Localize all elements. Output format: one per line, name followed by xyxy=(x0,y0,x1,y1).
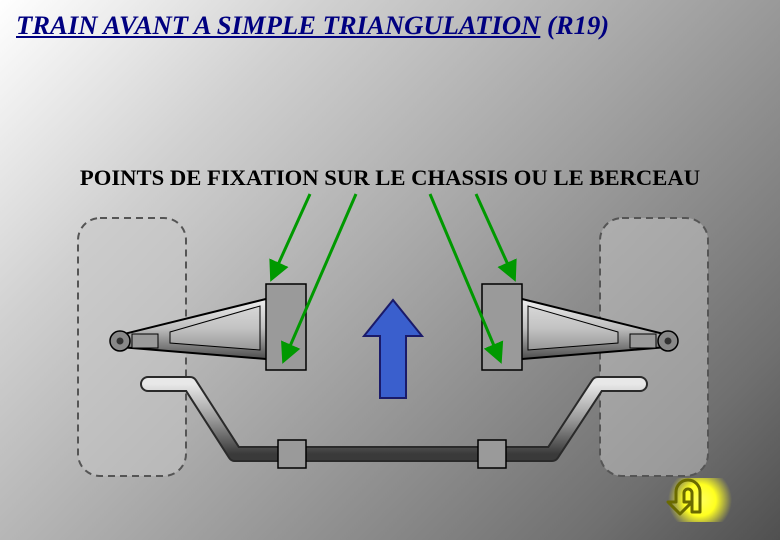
suspension-diagram xyxy=(0,0,780,540)
u-turn-icon xyxy=(660,478,720,518)
return-button[interactable] xyxy=(660,478,740,522)
direction-arrow xyxy=(364,300,422,398)
